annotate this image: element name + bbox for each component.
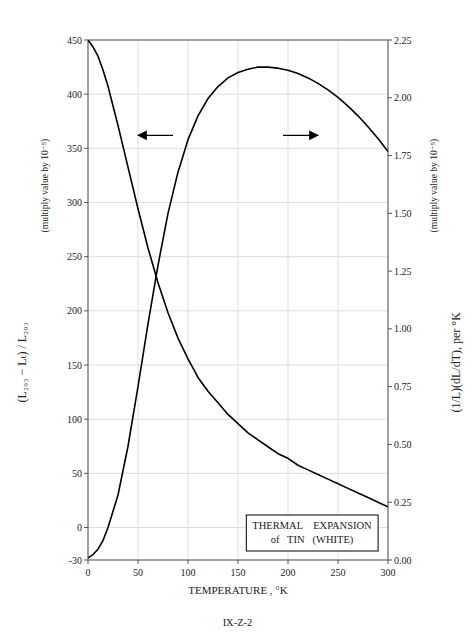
y2-tick-label: 1.00: [394, 323, 412, 334]
footer: IX-Z-2: [223, 617, 253, 628]
y2-tick-label: 0.50: [394, 439, 412, 450]
y-tick-label: 400: [67, 89, 82, 100]
y-tick: [84, 560, 88, 561]
y2-tick: [388, 444, 392, 445]
x-grid-line: [338, 40, 339, 560]
y2-tick-label: 1.50: [394, 208, 412, 219]
y2-tick: [388, 502, 392, 503]
x-tick: [88, 560, 89, 564]
x-tick: [288, 560, 289, 564]
y-grid-line: [88, 365, 388, 366]
y-tick-label: 0: [77, 522, 82, 533]
y-tick-label: 300: [67, 197, 82, 208]
y2-tick: [388, 560, 392, 561]
plot-background: [88, 40, 388, 560]
y-axis-note: (multiply value by 10⁻⁵): [40, 139, 51, 233]
line-series: [88, 67, 388, 558]
y2-tick: [388, 155, 392, 156]
x-tick: [188, 560, 189, 564]
y-tick: [84, 148, 88, 149]
y-tick: [84, 310, 88, 311]
grid: [88, 40, 388, 560]
y2-tick: [388, 271, 392, 272]
data: [88, 40, 388, 558]
y-tick-label: 350: [67, 143, 82, 154]
y-tick-label: 250: [67, 251, 82, 262]
x-tick-label: 300: [381, 567, 396, 578]
title-box-frame: [246, 515, 378, 551]
y-grid-line: [88, 202, 388, 203]
x-grid-line: [288, 40, 289, 560]
title: THERMAL EXPANSION: [252, 520, 372, 531]
y-tick-label: 100: [67, 414, 82, 425]
y2-tick-label: 2.25: [394, 35, 412, 46]
x-tick: [138, 560, 139, 564]
y2-tick-label: 0.00: [394, 555, 412, 566]
y-grid-line: [88, 473, 388, 474]
x-grid-line: [238, 40, 239, 560]
y-tick: [84, 40, 88, 41]
arrows: [138, 135, 318, 136]
x-grid-line: [188, 40, 189, 560]
x-axis-label: TEMPERATURE , °K: [188, 584, 287, 596]
y2-tick-label: 1.75: [394, 150, 412, 161]
title-box: THERMAL EXPANSION of TIN (WHITE): [246, 515, 378, 551]
y2-tick: [388, 213, 392, 214]
y2-tick: [388, 97, 392, 98]
y2-tick-label: 0.75: [394, 381, 412, 392]
y-grid-line: [88, 94, 388, 95]
y-axis-label: (L₂₉₃ − Lₜ) / L₂₉₃: [15, 322, 29, 402]
plot-frame: [88, 40, 388, 560]
y-tick-label: 150: [67, 360, 82, 371]
y-tick: [84, 256, 88, 257]
y-tick-label: -30: [69, 555, 82, 566]
y-grid-line: [88, 310, 388, 311]
x-tick-label: 0: [86, 567, 91, 578]
arrow: [138, 135, 173, 136]
y-tick: [84, 365, 88, 366]
y-tick-label: 50: [72, 468, 82, 479]
y-grid-line: [88, 256, 388, 257]
y-grid-line: [88, 148, 388, 149]
y2-tick: [388, 328, 392, 329]
x-grid-line: [138, 40, 139, 560]
y2-tick-label: 0.25: [394, 497, 412, 508]
chart: 0 50 100 150 200 250 300 -30 0 50 100 150 200 250 300 3…: [0, 0, 475, 640]
subtitle: of TIN (WHITE): [271, 534, 354, 546]
x-tick: [238, 560, 239, 564]
x-tick-label: 200: [281, 567, 296, 578]
y2-axis-note: (multiply value by 10⁻⁵): [429, 139, 440, 233]
x-tick: [338, 560, 339, 564]
y-tick: [84, 527, 88, 528]
y2-tick: [388, 40, 392, 41]
y2-tick: [388, 386, 392, 387]
y-tick-label: 450: [67, 35, 82, 46]
y-tick: [84, 202, 88, 203]
y2-axis-label: (1/L)(dL/dT), per °K: [449, 312, 463, 413]
y-tick: [84, 473, 88, 474]
y-tick: [84, 94, 88, 95]
line-series: [88, 40, 388, 507]
axes: 0 50 100 150 200 250 300 -30 0 50 100 150 200 250 300 3…: [67, 35, 412, 579]
x-tick-label: 100: [181, 567, 196, 578]
y2-tick-label: 1.25: [394, 266, 412, 277]
y-tick-label: 200: [67, 305, 82, 316]
arrow: [283, 135, 318, 136]
x-tick: [388, 560, 389, 564]
y2-tick-label: 2.00: [394, 92, 412, 103]
y-tick: [84, 419, 88, 420]
x-tick-label: 250: [331, 567, 346, 578]
x-tick-label: 50: [133, 567, 143, 578]
x-tick-label: 150: [231, 567, 246, 578]
